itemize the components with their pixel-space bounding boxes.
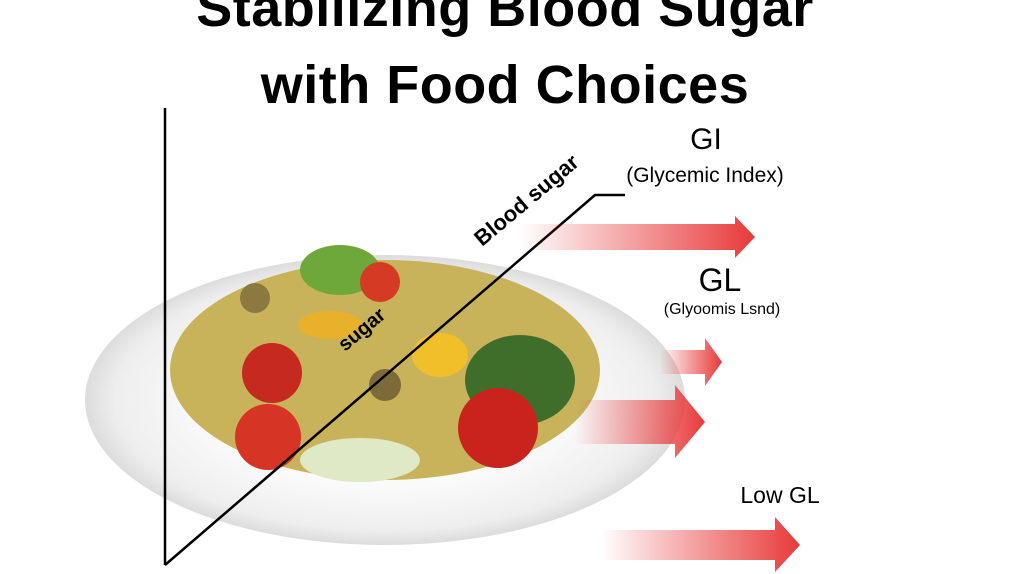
- lettuce: [300, 245, 380, 295]
- olive: [240, 283, 270, 313]
- gl-label: GL: [698, 262, 742, 298]
- arrow-gl: [660, 338, 722, 386]
- lettuce: [300, 438, 420, 482]
- pepper: [298, 311, 362, 339]
- title-line-1: Stabilizing Blood Sugar: [196, 0, 814, 38]
- tomato: [360, 262, 400, 302]
- gi-label: GI: [690, 123, 722, 156]
- blood-sugar-line: [164, 193, 625, 566]
- pepper: [412, 333, 468, 377]
- low-gl-label: Low GL: [740, 482, 820, 508]
- arrow-gi: [520, 216, 755, 258]
- tomato: [458, 388, 538, 468]
- gi-sublabel: (Glycemic Index): [626, 164, 784, 187]
- tomato: [242, 343, 302, 403]
- arrow-low-gl: [600, 517, 800, 572]
- olive: [369, 369, 401, 401]
- title-line-2: with Food Choices: [260, 55, 750, 115]
- arrow-mid: [575, 385, 705, 458]
- tomato: [235, 404, 301, 470]
- gl-sublabel: (Glyoomis Lsnd): [663, 301, 781, 318]
